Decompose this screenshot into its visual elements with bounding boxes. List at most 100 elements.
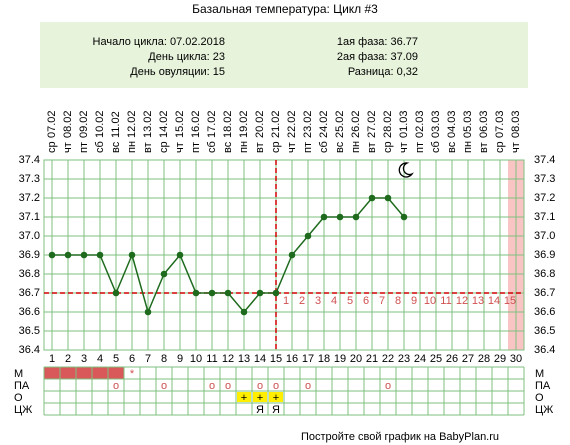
date-label: 11.02 bbox=[110, 111, 122, 138]
temperature-point bbox=[80, 251, 88, 259]
temperature-point bbox=[176, 251, 184, 259]
temperature-point bbox=[224, 289, 232, 297]
x-tick-label: 10 bbox=[190, 353, 202, 365]
x-tick-label: 9 bbox=[177, 353, 183, 365]
weekday-label: чт bbox=[62, 142, 74, 153]
temperature-point bbox=[192, 289, 200, 297]
date-label: 26.02 bbox=[350, 110, 362, 138]
x-tick-label: 25 bbox=[430, 353, 442, 365]
info-right: Разница: 0,32 bbox=[348, 66, 418, 78]
date-label: 09.02 bbox=[78, 110, 90, 138]
y-tick-label-right: 36.6 bbox=[534, 306, 555, 318]
period-cell bbox=[108, 367, 124, 379]
table-symbol: о bbox=[209, 380, 215, 392]
x-tick-label: 27 bbox=[462, 353, 474, 365]
x-tick-label: 14 bbox=[254, 353, 266, 365]
weekday-label: пт bbox=[190, 142, 202, 153]
x-tick-label: 19 bbox=[334, 353, 346, 365]
temperature-point bbox=[384, 194, 392, 202]
phase2-day: 15 bbox=[504, 295, 516, 307]
row-label: ЦЖ bbox=[14, 404, 32, 416]
temperature-point bbox=[64, 251, 72, 259]
chart-title: Базальная температура: Цикл #3 bbox=[192, 2, 378, 16]
weekday-label: вт bbox=[478, 142, 490, 153]
row-label-right: ПА bbox=[535, 380, 551, 392]
weekday-label: пн bbox=[462, 141, 474, 153]
period-cell bbox=[76, 367, 92, 379]
date-label: 20.02 bbox=[254, 110, 266, 138]
info-box bbox=[40, 22, 528, 88]
date-label: 08.03 bbox=[510, 110, 522, 138]
temperature-point bbox=[160, 270, 168, 278]
date-label: 10.02 bbox=[94, 110, 106, 138]
weekday-label: вт bbox=[142, 142, 154, 153]
date-label: 19.02 bbox=[238, 110, 250, 138]
y-tick-label: 37.3 bbox=[19, 173, 40, 185]
phase2-day: 1 bbox=[283, 295, 289, 307]
info-right: 1ая фаза: 36.77 bbox=[337, 36, 418, 48]
period-cell bbox=[92, 367, 108, 379]
weekday-label: ср bbox=[158, 141, 170, 153]
phase2-day: 2 bbox=[299, 295, 305, 307]
temperature-point bbox=[352, 213, 360, 221]
phase2-day: 12 bbox=[456, 295, 468, 307]
date-label: 27.02 bbox=[366, 110, 378, 138]
weekday-label: сб bbox=[206, 141, 218, 153]
y-tick-label: 37.4 bbox=[19, 154, 40, 166]
temperature-point bbox=[128, 251, 136, 259]
x-tick-label: 28 bbox=[478, 353, 490, 365]
temperature-point bbox=[240, 308, 248, 316]
y-tick-label-right: 36.4 bbox=[534, 344, 555, 356]
date-label: 14.02 bbox=[158, 110, 170, 138]
weekday-label: сб bbox=[430, 141, 442, 153]
row-label: ПА bbox=[14, 380, 30, 392]
date-label: 07.03 bbox=[494, 110, 506, 138]
temperature-point bbox=[400, 213, 408, 221]
x-tick-label: 3 bbox=[81, 353, 87, 365]
temperature-point bbox=[256, 289, 264, 297]
x-tick-label: 1 bbox=[49, 353, 55, 365]
moon-icon bbox=[398, 162, 414, 178]
table-symbol: о bbox=[273, 380, 279, 392]
weekday-label: чт bbox=[510, 142, 522, 153]
weekday-label: чт bbox=[398, 142, 410, 153]
period-cell bbox=[60, 367, 76, 379]
weekday-label: пт bbox=[302, 142, 314, 153]
y-tick-label-right: 36.8 bbox=[534, 268, 555, 280]
info-right: 2ая фаза: 37.09 bbox=[337, 51, 418, 63]
table-symbol: о bbox=[257, 380, 263, 392]
temperature-point bbox=[288, 251, 296, 259]
table-symbol: * bbox=[130, 368, 135, 380]
phase2-day: 14 bbox=[488, 295, 500, 307]
x-tick-label: 13 bbox=[238, 353, 250, 365]
weekday-label: ср bbox=[382, 141, 394, 153]
x-tick-label: 22 bbox=[382, 353, 394, 365]
table-symbol: + bbox=[241, 392, 247, 404]
x-tick-label: 20 bbox=[350, 353, 362, 365]
date-label: 05.03 bbox=[462, 110, 474, 138]
phase2-day: 8 bbox=[395, 295, 401, 307]
y-tick-label: 36.8 bbox=[19, 268, 40, 280]
period-cell bbox=[44, 367, 60, 379]
x-tick-label: 29 bbox=[494, 353, 506, 365]
x-tick-label: 17 bbox=[302, 353, 314, 365]
temperature-point bbox=[336, 213, 344, 221]
y-tick-label-right: 37.4 bbox=[534, 154, 555, 166]
x-tick-label: 16 bbox=[286, 353, 298, 365]
temperature-point bbox=[48, 251, 56, 259]
row-label: О bbox=[14, 392, 23, 404]
weekday-label: пт bbox=[414, 142, 426, 153]
y-tick-label-right: 36.5 bbox=[534, 325, 555, 337]
weekday-label: сб bbox=[318, 141, 330, 153]
temperature-point bbox=[208, 289, 216, 297]
temperature-point bbox=[320, 213, 328, 221]
x-tick-label: 5 bbox=[113, 353, 119, 365]
weekday-label: вс bbox=[110, 141, 122, 153]
temperature-point bbox=[96, 251, 104, 259]
info-left: День овуляции: 15 bbox=[130, 66, 225, 78]
x-tick-label: 2 bbox=[65, 353, 71, 365]
weekday-label: вт bbox=[254, 142, 266, 153]
x-tick-label: 6 bbox=[129, 353, 135, 365]
phase2-day: 6 bbox=[363, 295, 369, 307]
